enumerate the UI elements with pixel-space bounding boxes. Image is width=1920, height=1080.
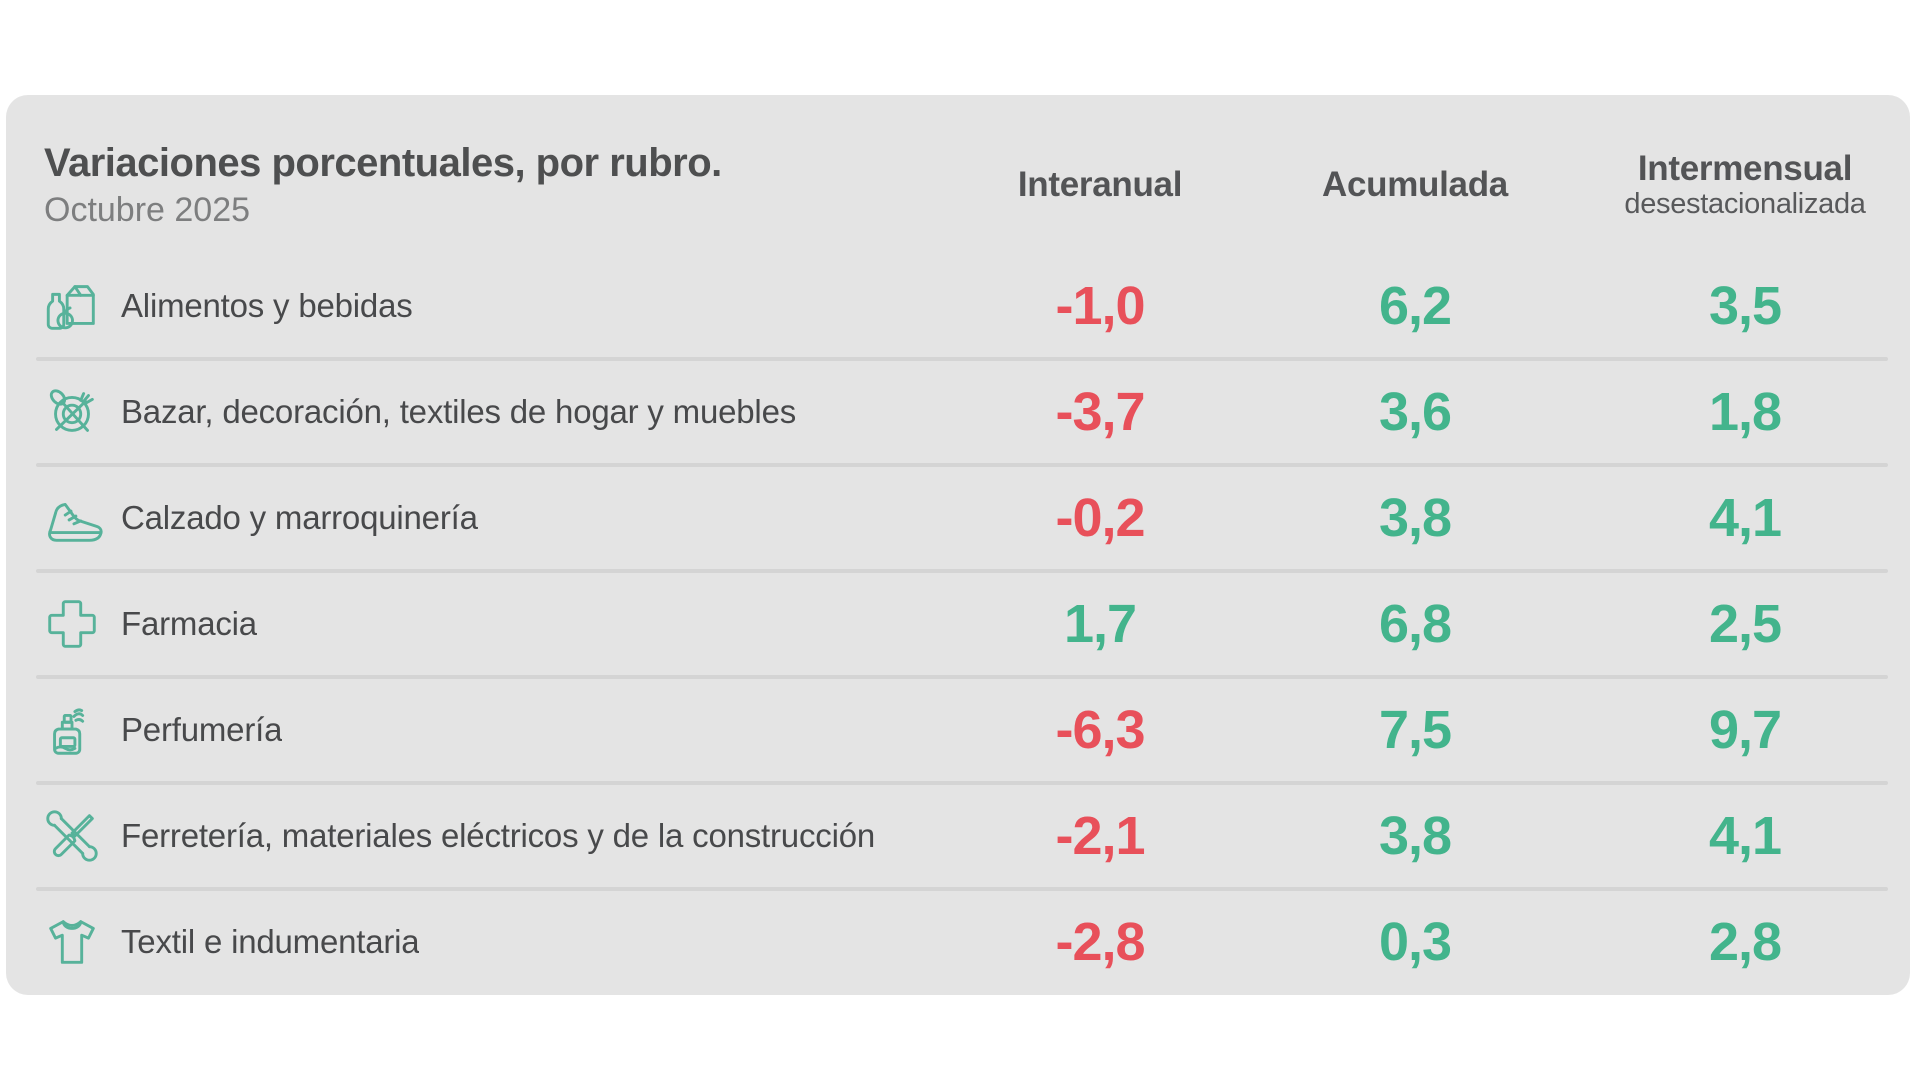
table-body: Alimentos y bebidas -1,0 6,2 3,5 Bazar, …	[6, 253, 1910, 995]
cutlery-plate-icon	[41, 381, 103, 443]
table-header: Variaciones porcentuales, por rubro. Oct…	[6, 95, 1910, 253]
value-acumulada: 7,5	[1378, 700, 1452, 760]
column-header-intermensual-main: Intermensual	[1637, 149, 1853, 188]
row-label: Calzado y marroquinería	[121, 499, 478, 536]
value-acumulada: 3,6	[1378, 382, 1452, 442]
value-interanual: 1,7	[1063, 594, 1137, 654]
value-intermensual: 1,8	[1708, 382, 1782, 442]
column-header-intermensual-sub: desestacionalizada	[1624, 188, 1866, 220]
column-header-acumulada: Acumulada	[1322, 165, 1508, 204]
table-row: Farmacia 1,7 6,8 2,5	[6, 569, 1910, 677]
page-subtitle: Octubre 2025	[44, 190, 251, 229]
value-intermensual: 2,8	[1708, 912, 1782, 972]
table-row: Bazar, decoración, textiles de hogar y m…	[6, 357, 1910, 465]
groceries-icon	[41, 275, 103, 337]
page-title: Variaciones porcentuales, por rubro.	[44, 140, 722, 185]
title-block: Variaciones porcentuales, por rubro. Oct…	[6, 141, 950, 230]
value-intermensual: 2,5	[1708, 594, 1782, 654]
perfume-bottle-icon	[41, 699, 103, 761]
value-interanual: -2,8	[1055, 912, 1145, 972]
value-interanual: -3,7	[1055, 382, 1145, 442]
row-label: Textil e indumentaria	[121, 923, 420, 960]
value-intermensual: 4,1	[1708, 806, 1782, 866]
row-label: Alimentos y bebidas	[121, 287, 413, 324]
variaciones-card: Variaciones porcentuales, por rubro. Oct…	[6, 95, 1910, 995]
tools-icon	[41, 805, 103, 867]
row-label: Bazar, decoración, textiles de hogar y m…	[121, 393, 797, 430]
value-acumulada: 3,8	[1378, 806, 1452, 866]
pharmacy-cross-icon	[41, 593, 103, 655]
table-row: Ferretería, materiales eléctricos y de l…	[6, 781, 1910, 889]
value-interanual: -2,1	[1055, 806, 1145, 866]
value-intermensual: 4,1	[1708, 488, 1782, 548]
value-intermensual: 9,7	[1708, 700, 1782, 760]
row-label: Perfumería	[121, 711, 283, 748]
table-row: Calzado y marroquinería -0,2 3,8 4,1	[6, 463, 1910, 571]
sneaker-icon	[41, 487, 103, 549]
row-label: Ferretería, materiales eléctricos y de l…	[121, 817, 876, 854]
value-interanual: -0,2	[1055, 488, 1145, 548]
value-intermensual: 3,5	[1708, 276, 1782, 336]
value-acumulada: 6,2	[1378, 276, 1452, 336]
row-label: Farmacia	[121, 605, 257, 642]
column-header-intermensual: Intermensual desestacionalizada	[1580, 149, 1910, 221]
value-acumulada: 6,8	[1378, 594, 1452, 654]
value-interanual: -6,3	[1055, 700, 1145, 760]
value-acumulada: 0,3	[1378, 912, 1452, 972]
table-row: Alimentos y bebidas -1,0 6,2 3,5	[6, 253, 1910, 359]
table-row: Textil e indumentaria -2,8 0,3 2,8	[6, 887, 1910, 995]
value-interanual: -1,0	[1055, 276, 1145, 336]
value-acumulada: 3,8	[1378, 488, 1452, 548]
tshirt-icon	[41, 911, 103, 973]
table-row: Perfumería -6,3 7,5 9,7	[6, 675, 1910, 783]
column-header-interanual: Interanual	[1017, 165, 1183, 204]
